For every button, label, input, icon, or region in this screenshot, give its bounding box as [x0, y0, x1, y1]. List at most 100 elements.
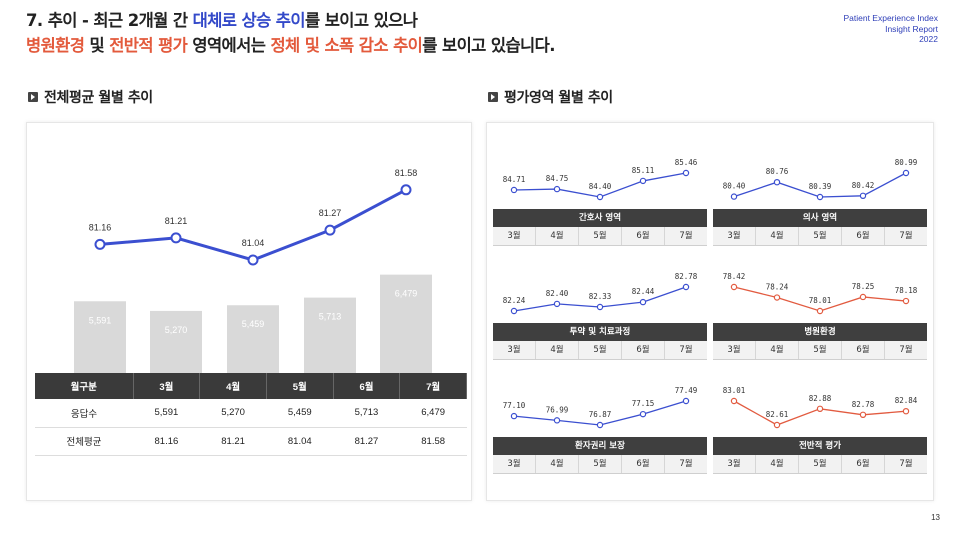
area-value-label: 83.01	[723, 386, 746, 395]
play-bullet-icon	[28, 92, 38, 102]
average-point	[324, 224, 336, 236]
title-segment: 를 보이고 있습니다.	[422, 36, 555, 55]
area-mini-chart: 80.40 80.76 80.39 80.42 80.99 의사 영역 3월 4월 5월 6월 7월	[713, 153, 927, 246]
area-value-label: 82.33	[589, 292, 612, 301]
area-value-label: 80.76	[766, 167, 789, 176]
table-cell: 81.58	[399, 427, 467, 456]
area-point	[773, 179, 781, 186]
average-line	[99, 188, 407, 262]
area-value-label: 82.84	[895, 396, 918, 405]
area-value-label: 85.46	[675, 158, 698, 167]
area-series-line	[733, 400, 907, 426]
area-mini-chart: 82.24 82.40 82.33 82.44 82.78 투약 및 치료과정 3월 4월 5월…	[493, 267, 707, 360]
area-value-label: 82.40	[546, 289, 569, 298]
table-cell: 6,479	[399, 399, 467, 428]
area-value-label: 76.87	[589, 410, 612, 419]
brand-line: Insight Report	[885, 23, 938, 34]
area-point	[510, 186, 518, 194]
area-point	[682, 397, 690, 405]
month-label: 6월	[622, 341, 665, 359]
average-value-label: 81.21	[165, 216, 188, 226]
area-title-bar: 병원환경	[713, 323, 927, 341]
average-value-label: 81.58	[395, 168, 418, 178]
area-value-label: 82.78	[675, 272, 698, 281]
area-point	[773, 421, 781, 429]
area-title-bar: 환자권리 보장	[493, 437, 707, 455]
section-title-text: 전체평균 월별 추이	[44, 90, 153, 106]
overall-data-table: 월구분 3월 4월 5월 6월 7월 응답수 5,591 5,270 5,459 5,713 6,4…	[35, 373, 467, 456]
month-label: 7월	[899, 345, 913, 355]
title-line-1: 7. 추이 - 최근 2개월 간 대체로 상승 추이를 보이고 있으나	[26, 8, 706, 33]
table-header-cell: 3월	[133, 373, 201, 399]
overall-combo-chart: 5,591 5,270 5,459 5,713 6,479 81.16 81.21 81.04…	[74, 168, 432, 373]
area-value-label: 77.15	[632, 399, 655, 408]
average-point	[170, 232, 182, 244]
area-value-label: 85.11	[632, 166, 655, 175]
month-label: 6월	[622, 227, 665, 245]
area-point	[553, 185, 561, 193]
bar-value-label: 5,270	[165, 325, 188, 335]
month-label: 5월	[579, 455, 622, 473]
table-cell: 5,591	[133, 399, 200, 428]
area-value-label: 82.78	[852, 400, 875, 409]
table-row: 응답수 5,591 5,270 5,459 5,713 6,479	[35, 399, 467, 428]
area-month-row: 3월 4월 5월 6월 7월	[713, 227, 927, 246]
area-value-label: 82.61	[766, 410, 789, 419]
brand-line: 2022	[919, 34, 938, 44]
table-cell: 81.04	[266, 427, 334, 456]
area-title-bar: 전반적 평가	[713, 437, 927, 455]
month-label: 5월	[799, 455, 842, 473]
title-segment: 대체로 상승 추이	[192, 11, 306, 30]
average-value-label: 81.16	[89, 222, 112, 232]
month-label: 4월	[536, 341, 579, 359]
area-line-chart: 82.24 82.40 82.33 82.44 82.78	[503, 272, 698, 315]
month-label: 6월	[622, 455, 665, 473]
month-label: 3월	[713, 341, 756, 359]
bar-value-label: 5,713	[319, 312, 342, 322]
title-segment: 및	[84, 36, 110, 55]
table-header-cell: 7월	[399, 373, 467, 399]
brand-line: Patient Experience Index	[843, 13, 938, 23]
area-value-label: 78.24	[766, 283, 789, 292]
month-label: 6월	[842, 341, 885, 359]
area-point	[639, 177, 647, 185]
table-cell: 응답수	[35, 399, 134, 428]
area-point	[859, 293, 867, 301]
month-label: 3월	[493, 341, 536, 359]
area-point	[859, 192, 867, 200]
table-cell: 5,459	[266, 399, 334, 428]
average-point	[94, 238, 106, 250]
area-point	[596, 193, 604, 201]
area-value-label: 84.71	[503, 175, 526, 184]
title-line-2: 병원환경 및 전반적 평가 영역에서는 정체 및 소폭 감소 추이를 보이고 있…	[26, 33, 706, 58]
page-title: 7. 추이 - 최근 2개월 간 대체로 상승 추이를 보이고 있으나 병원환경…	[26, 8, 706, 58]
section-title-overall: 전체평균 월별 추이	[28, 87, 153, 107]
area-point	[596, 421, 604, 429]
month-label: 3월	[493, 227, 536, 245]
area-value-label: 78.25	[852, 282, 875, 291]
area-value-label: 82.44	[632, 287, 655, 296]
response-bar	[304, 297, 356, 373]
area-point	[730, 193, 738, 200]
area-value-label: 78.01	[809, 296, 832, 305]
area-value-label: 77.10	[503, 401, 526, 410]
area-point	[730, 283, 738, 291]
table-cell: 81.27	[333, 427, 400, 456]
bar-value-label: 5,591	[89, 315, 112, 325]
month-label: 7월	[679, 459, 693, 469]
area-value-label: 78.18	[895, 286, 918, 295]
overall-chart-panel: 5,591 5,270 5,459 5,713 6,479 81.16 81.21 81.04…	[26, 122, 472, 501]
area-point	[773, 294, 781, 301]
area-point	[596, 303, 604, 311]
month-label: 7월	[679, 345, 693, 355]
month-label: 4월	[536, 227, 579, 245]
area-mini-chart: 77.10 76.99 76.87 77.15 77.49 환자권리 보장 3월 4월 5월 6월…	[493, 381, 707, 474]
average-point	[400, 184, 412, 196]
area-point	[816, 307, 824, 315]
average-value-label: 81.04	[242, 238, 265, 248]
area-point	[902, 169, 910, 177]
month-label: 4월	[756, 341, 799, 359]
area-point	[639, 410, 647, 418]
area-point	[902, 297, 910, 305]
area-mini-chart: 78.42 78.24 78.01 78.25 78.18 병원환경 3월 4월 5월 6월 7월	[713, 267, 927, 360]
